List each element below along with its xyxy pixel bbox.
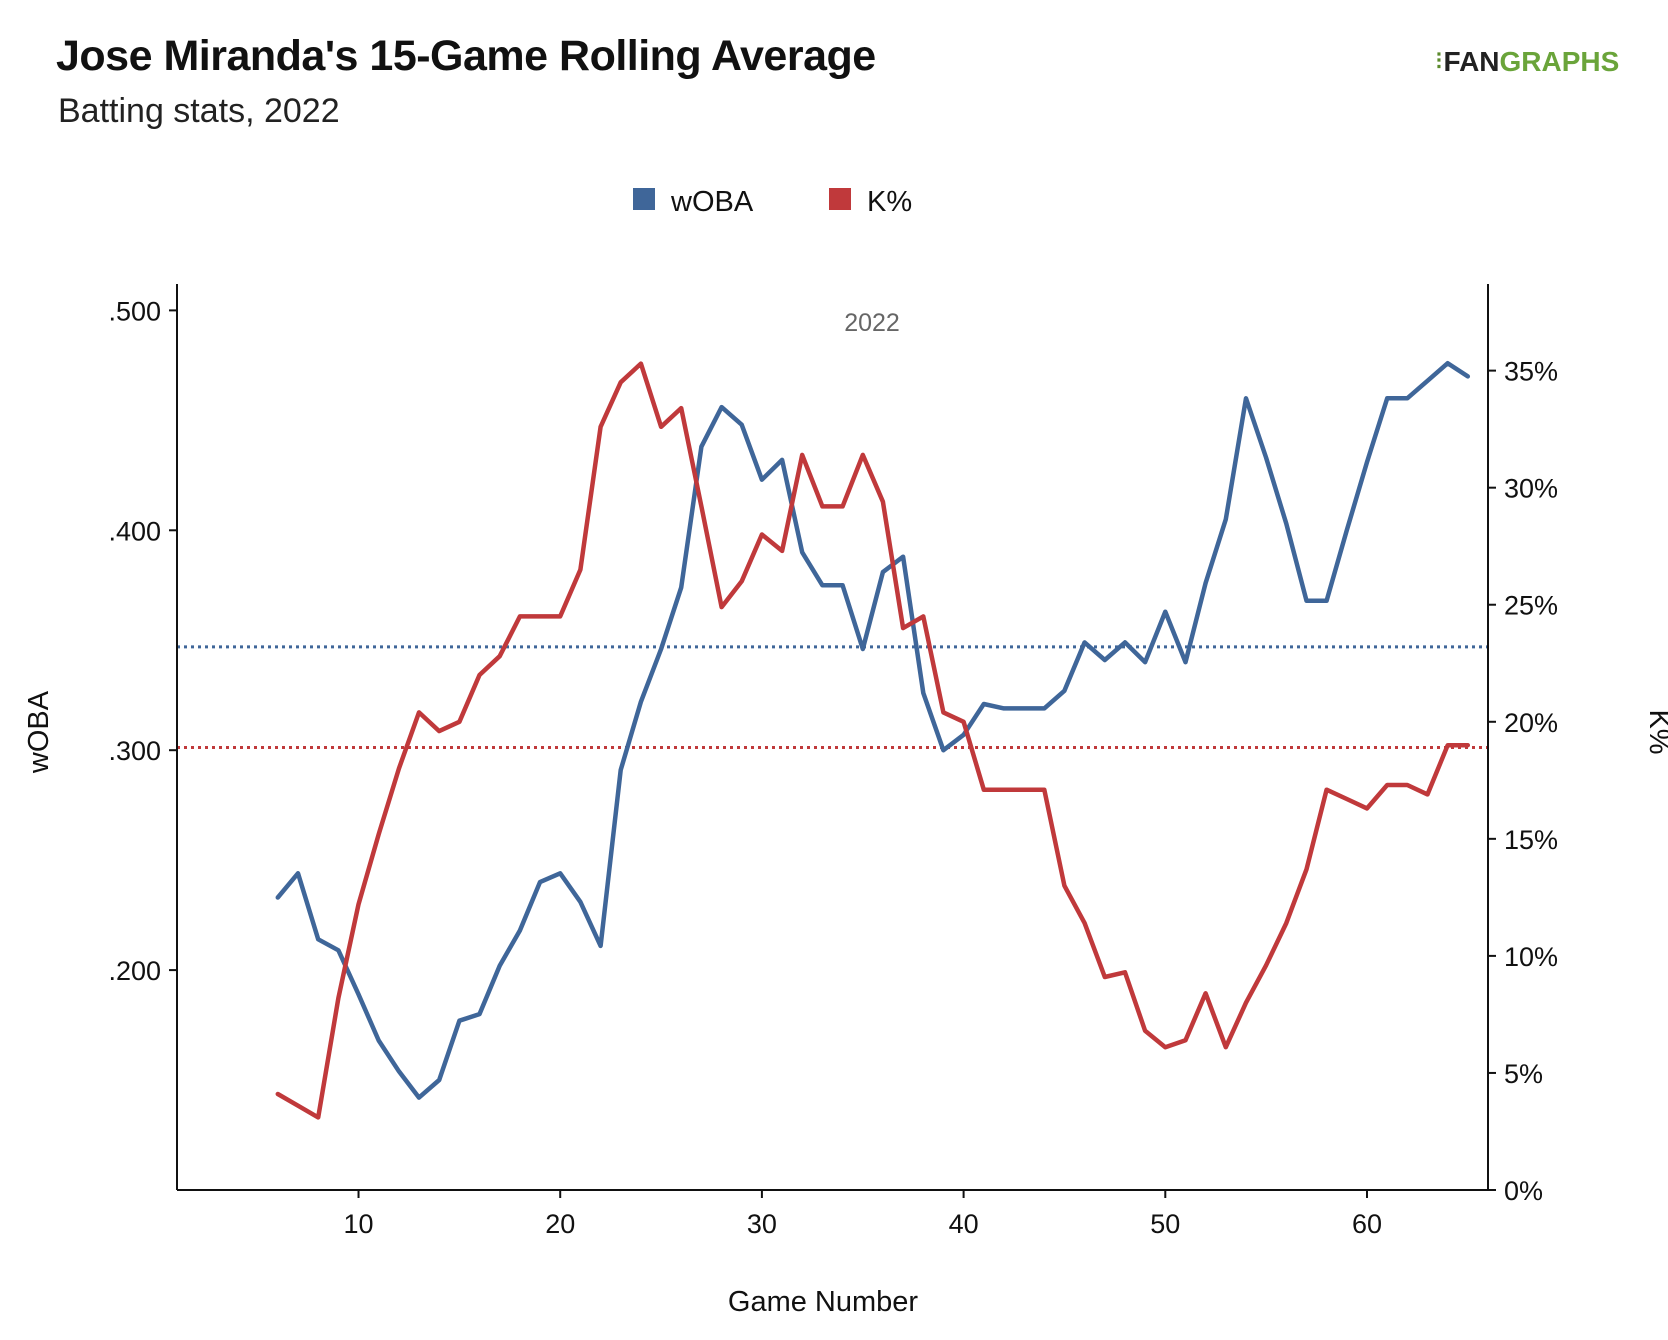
x-axis-title: Game Number [728,1286,919,1318]
x-tick-label: 20 [545,1209,575,1239]
logo-graphs-text: GRAPHS [1499,46,1620,77]
axes: 10 20 30 40 50 60 .200 .300 .400 .500 0% 5% 10% 15% 20… [108,284,1558,1239]
x-tick-label: 10 [343,1209,373,1239]
right-tick-label: 15% [1504,825,1558,855]
left-tick-label: .500 [108,296,161,326]
legend-swatch-woba [633,188,655,210]
right-tick-label: 10% [1504,942,1558,972]
k-pct-series-line [275,361,1471,1120]
left-tick-label: .400 [108,516,161,546]
y-axis-title-right: K% [1643,709,1668,754]
chart-title: Jose Miranda's 15-Game Rolling Average [56,32,876,80]
woba-series-line [275,360,1471,1100]
right-tick-label: 20% [1504,708,1558,738]
series-lines [275,360,1471,1120]
left-tick-label: .200 [108,956,161,986]
fangraphs-logo-icon: ⫶ [1436,49,1442,74]
left-tick-label: .300 [108,736,161,766]
right-tick-label: 25% [1504,591,1558,621]
x-tick-label: 50 [1150,1209,1180,1239]
x-tick-label: 40 [949,1209,979,1239]
x-tick-label: 30 [747,1209,777,1239]
legend-label-k-pct: K% [867,186,912,218]
right-tick-label: 35% [1504,357,1558,387]
legend-label-woba: wOBA [670,186,754,218]
y-axis-title-left: wOBA [23,690,55,774]
fangraphs-logo: ⫶ FAN GRAPHS [1436,46,1619,78]
average-lines [177,645,1488,750]
logo-fan-text: FAN [1443,46,1500,77]
year-annotation: 2022 [844,309,900,337]
right-tick-label: 5% [1504,1059,1543,1089]
legend-swatch-k-pct [829,188,851,210]
chart-subtitle: Batting stats, 2022 [58,92,340,130]
x-tick-label: 60 [1352,1209,1382,1239]
legend: wOBA K% [633,186,912,218]
right-tick-label: 0% [1504,1176,1543,1206]
right-tick-label: 30% [1504,474,1558,504]
